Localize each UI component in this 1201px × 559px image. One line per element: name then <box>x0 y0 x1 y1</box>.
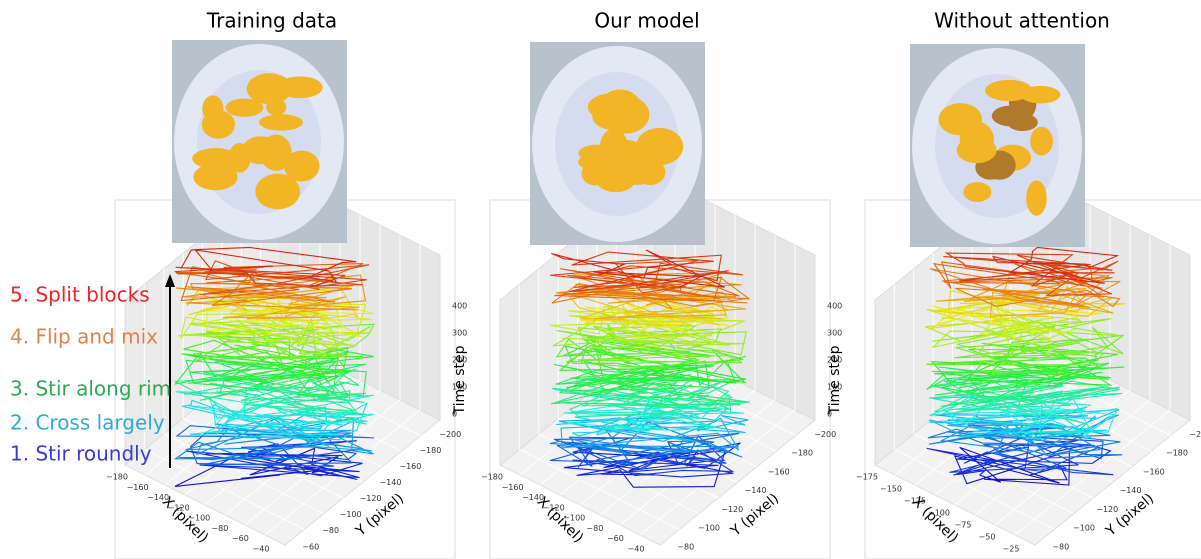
y-tick-label: −180 <box>1166 449 1188 458</box>
y-tick-label: −180 <box>419 446 441 455</box>
y-tick-label: −100 <box>340 510 362 519</box>
egg <box>260 135 292 171</box>
egg <box>1007 114 1038 131</box>
y-tick-label: −140 <box>379 478 401 487</box>
x-tick-label: −75 <box>955 521 972 530</box>
x-tick-label: −60 <box>607 534 624 543</box>
egg <box>963 182 991 202</box>
panel-title: Our model <box>594 9 699 33</box>
y-tick-label: −140 <box>1120 486 1142 495</box>
x-tick-label: −80 <box>211 524 228 533</box>
z-axis-label: Time step <box>827 345 843 415</box>
y-axis-label: Y (pixel) <box>727 491 782 541</box>
stage-label: 3. Stir along rim <box>10 377 171 401</box>
stage-label: 2. Cross largely <box>10 411 165 435</box>
y-tick-label: −80 <box>1052 542 1069 551</box>
y-tick-label: −200 <box>814 430 836 439</box>
x-tick-label: −80 <box>586 524 603 533</box>
y-tick-label: −160 <box>1143 467 1165 476</box>
x-tick-label: −50 <box>979 533 996 542</box>
x-tick-label: −175 <box>856 473 878 482</box>
y-tick-label: −120 <box>721 505 743 514</box>
y-tick-label: −100 <box>698 524 720 533</box>
y-tick-label: −180 <box>791 449 813 458</box>
x-tick-label: −25 <box>1003 545 1020 554</box>
y-tick-label: −120 <box>360 494 382 503</box>
z-axis-label: Time step <box>452 345 468 415</box>
stage-label: 1. Stir roundly <box>10 442 152 466</box>
egg <box>985 80 1032 101</box>
egg <box>1026 180 1047 215</box>
y-tick-label: −100 <box>1073 524 1095 533</box>
y-tick-label: −80 <box>322 526 339 535</box>
y-tick-label: −200 <box>1189 430 1201 439</box>
egg <box>193 164 237 191</box>
egg <box>229 143 251 173</box>
y-tick-label: −120 <box>1096 505 1118 514</box>
z-tick-label: 300 <box>827 329 842 338</box>
y-tick-label: −200 <box>439 430 461 439</box>
stage-label: 5. Split blocks <box>10 283 150 307</box>
egg <box>957 137 997 163</box>
y-tick-label: −160 <box>768 467 790 476</box>
z-tick-label: 400 <box>452 302 467 311</box>
figure: −180−160−140−120−100−80−60−40−60−80−100−… <box>0 0 1201 559</box>
y-tick-label: −160 <box>399 462 421 471</box>
egg <box>1030 127 1053 156</box>
x-tick-label: −160 <box>502 483 524 492</box>
egg <box>602 96 650 134</box>
x-tick-label: −40 <box>253 545 270 554</box>
z-tick-label: 300 <box>452 329 467 338</box>
x-tick-label: −40 <box>628 545 645 554</box>
z-tick-label: 400 <box>827 302 842 311</box>
panel-title: Training data <box>206 9 337 33</box>
y-tick-label: −80 <box>677 542 694 551</box>
y-tick-label: −140 <box>745 486 767 495</box>
x-tick-label: −180 <box>481 473 503 482</box>
x-tick-label: −180 <box>106 473 128 482</box>
stage-label: 4. Flip and mix <box>10 325 158 349</box>
x-tick-label: −150 <box>880 485 902 494</box>
egg <box>202 95 223 122</box>
egg <box>259 114 303 130</box>
x-tick-label: −160 <box>127 483 149 492</box>
egg <box>247 73 292 104</box>
y-tick-label: −60 <box>302 542 319 551</box>
egg <box>595 163 636 192</box>
panel-title: Without attention <box>934 9 1110 33</box>
x-tick-label: −60 <box>232 534 249 543</box>
egg <box>938 103 982 135</box>
y-axis-label: Y (pixel) <box>1102 491 1157 541</box>
